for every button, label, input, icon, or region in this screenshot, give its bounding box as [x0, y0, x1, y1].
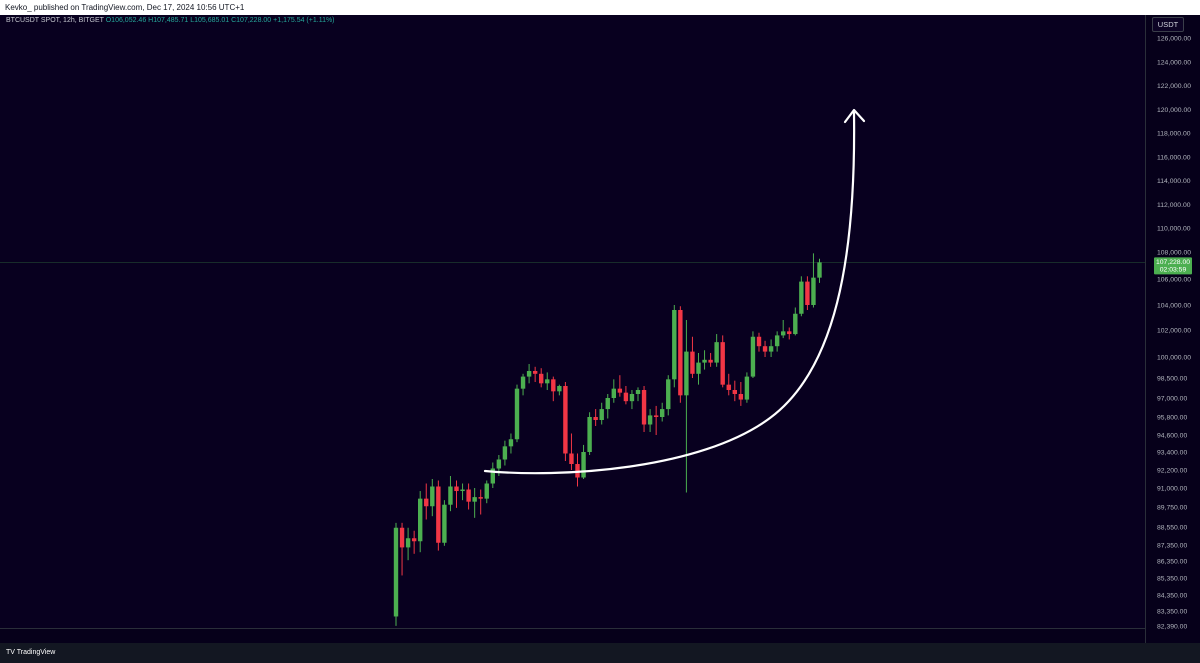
tv-logo-icon: TV: [6, 649, 17, 656]
close-value: C107,228.00: [231, 17, 272, 24]
change-value: +1,175.54 (+1.11%): [273, 17, 335, 24]
price-scale[interactable]: [1145, 15, 1200, 643]
low-value: L105,685.01: [190, 17, 230, 24]
symbol-label: BTCUSDT SPOT, 12h, BITGET: [6, 17, 104, 24]
footer-bar: TV TradingView: [0, 643, 1200, 663]
open-value: O106,052.46: [105, 17, 147, 24]
publisher-bar: Kevko_ published on TradingView.com, Dec…: [0, 0, 1200, 15]
publisher-line: Kevko_ published on TradingView.com, Dec…: [5, 3, 245, 12]
currency-button[interactable]: USDT: [1152, 17, 1184, 32]
symbol-legend[interactable]: BTCUSDT SPOT, 12h, BITGET O106,052.46 H1…: [6, 17, 335, 24]
tradingview-logo[interactable]: TV TradingView: [6, 649, 55, 656]
high-value: H107,485.71: [148, 17, 189, 24]
brand-label: TradingView: [16, 649, 56, 656]
time-scale[interactable]: [0, 628, 1145, 644]
chart-area[interactable]: [0, 15, 1145, 628]
